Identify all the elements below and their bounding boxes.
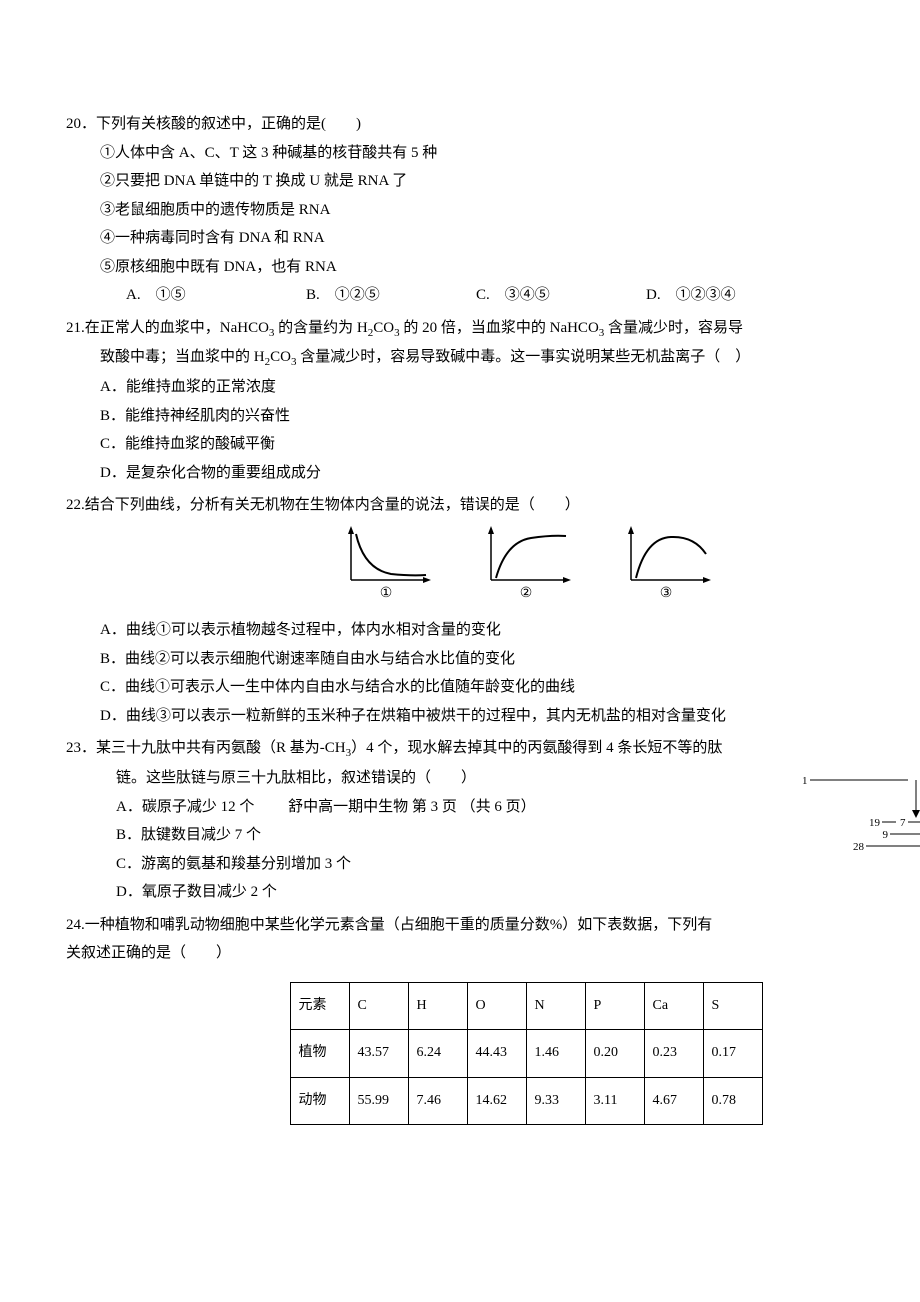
q21-option-a: A．能维持血浆的正常浓度 [100,373,920,402]
q21-option-d: D．是复杂化合物的重要组成成分 [100,459,920,488]
q21-line1: 21.在正常人的血浆中，NaHCO3 的含量约为 H2CO3 的 20 倍，当血… [66,314,920,344]
curve-3-icon: ③ [616,524,716,611]
q20-option-b: B. ①②⑤ [306,281,476,310]
cell: 7.46 [408,1077,467,1125]
q23-l1b: ）4 个，现水解去掉其中的丙氨酸得到 4 条长短不等的肽 [351,740,722,756]
q24-line1: 24.一种植物和哺乳动物细胞中某些化学元素含量（占细胞干重的质量分数%）如下表数… [66,911,920,940]
q21-l1d: 的 20 倍，当血浆中的 NaHCO [400,320,599,336]
q23-option-a: A．碳原子减少 12 个 [116,799,254,815]
cell: 14.62 [467,1077,526,1125]
svg-text:②: ② [520,586,533,600]
row1-label: 植物 [290,1030,349,1078]
q21-line2: 致酸中毒；当血浆中的 H2CO3 含量减少时，容易导致碱中毒。这一事实说明某些无… [66,343,920,373]
question-24: 24.一种植物和哺乳动物细胞中某些化学元素含量（占细胞干重的质量分数%）如下表数… [66,911,920,1126]
q22-stem: 22.结合下列曲线，分析有关无机物在生物体内含量的说法，错误的是（ ） [66,491,920,520]
col-p: P [585,982,644,1030]
q22-option-a: A．曲线①可以表示植物越冬过程中，体内水相对含量的变化 [100,616,920,645]
q20-statement-1: ①人体中含 A、C、T 这 3 种碱基的核苷酸共有 5 种 [66,139,920,168]
col-c: C [349,982,408,1030]
q23-option-c: C．游离的氨基和羧基分别增加 3 个 [66,850,788,879]
table-row-header: 元素 C H O N P Ca S [290,982,762,1030]
cell: 55.99 [349,1077,408,1125]
header-label: 元素 [290,982,349,1030]
q21-l2c: 含量减少时，容易导致碱中毒。这一事实说明某些无机盐离子（ ） [296,349,750,365]
q22-option-c: C．曲线①可表示人一生中体内自由水与结合水的比值随年龄变化的曲线 [100,673,920,702]
element-table: 元素 C H O N P Ca S 植物 43.57 6.24 44.43 1.… [290,982,763,1126]
table-row-plant: 植物 43.57 6.24 44.43 1.46 0.20 0.23 0.17 [290,1030,762,1078]
cell: 3.11 [585,1077,644,1125]
peptide-diagram-icon: 1 39 19 7 26 9 17 28 38 [796,770,920,871]
col-ca: Ca [644,982,703,1030]
page-footer: 舒中高一期中生物 第 3 页 （共 6 页） [288,799,536,815]
q23-option-a-row: A．碳原子减少 12 个 舒中高一期中生物 第 3 页 （共 6 页） [66,793,788,822]
col-n: N [526,982,585,1030]
q23-line1: 23．某三十九肽中共有丙氨酸（R 基为-CH3）4 个，现水解去掉其中的丙氨酸得… [66,734,920,764]
q21-l1b: 的含量约为 H [274,320,367,336]
q21-l2b: CO [270,349,291,365]
question-20: 20．下列有关核酸的叙述中，正确的是( ) ①人体中含 A、C、T 这 3 种碱… [66,110,920,310]
q21-options: A．能维持血浆的正常浓度 B．能维持神经肌肉的兴奋性 C．能维持血浆的酸碱平衡 … [66,373,920,487]
q20-statement-5: ⑤原核细胞中既有 DNA，也有 RNA [66,253,920,282]
cell: 4.67 [644,1077,703,1125]
row2-label: 动物 [290,1077,349,1125]
q21-l2a: 致酸中毒；当血浆中的 H [100,349,265,365]
q21-l1a: 21.在正常人的血浆中，NaHCO [66,320,269,336]
cell: 0.23 [644,1030,703,1078]
svg-text:1: 1 [802,775,808,787]
q20-option-a: A. ①⑤ [126,281,306,310]
svg-text:①: ① [380,586,393,600]
question-23: 23．某三十九肽中共有丙氨酸（R 基为-CH3）4 个，现水解去掉其中的丙氨酸得… [66,734,920,906]
q20-stem: 20．下列有关核酸的叙述中，正确的是( ) [66,110,920,139]
col-o: O [467,982,526,1030]
cell: 43.57 [349,1030,408,1078]
cell: 0.78 [703,1077,762,1125]
q20-statement-2: ②只要把 DNA 单链中的 T 换成 U 就是 RNA 了 [66,167,920,196]
q23-option-d: D．氧原子数目减少 2 个 [66,878,788,907]
q23-l1a: 23．某三十九肽中共有丙氨酸（R 基为-CH [66,740,346,756]
question-22: 22.结合下列曲线，分析有关无机物在生物体内含量的说法，错误的是（ ） ① ② [66,491,920,730]
cell: 0.17 [703,1030,762,1078]
curve-1-icon: ① [336,524,436,611]
q20-options: A. ①⑤ B. ①②⑤ C. ③④⑤ D. ①②③④ [66,281,920,310]
q21-l1e: 含量减少时，容易导 [604,320,743,336]
cell: 6.24 [408,1030,467,1078]
q20-option-c: C. ③④⑤ [476,281,646,310]
q24-line2: 关叙述正确的是（ ） [66,939,920,968]
svg-text:7: 7 [900,817,906,829]
svg-text:③: ③ [659,586,672,600]
question-21: 21.在正常人的血浆中，NaHCO3 的含量约为 H2CO3 的 20 倍，当血… [66,314,920,488]
q22-option-b: B．曲线②可以表示细胞代谢速率随自由水与结合水比值的变化 [100,645,920,674]
q22-option-d: D．曲线③可以表示一粒新鲜的玉米种子在烘箱中被烘干的过程中，其内无机盐的相对含量… [100,702,920,731]
svg-text:9: 9 [883,829,889,841]
cell: 0.20 [585,1030,644,1078]
q23-line2: 链。这些肽链与原三十九肽相比，叙述错误的（ ） [66,764,788,793]
q22-curves: ① ② ③ [66,524,920,611]
q21-option-b: B．能维持神经肌肉的兴奋性 [100,402,920,431]
cell: 9.33 [526,1077,585,1125]
svg-text:28: 28 [853,841,865,853]
q21-option-c: C．能维持血浆的酸碱平衡 [100,430,920,459]
curve-2-icon: ② [476,524,576,611]
cell: 44.43 [467,1030,526,1078]
table-row-animal: 动物 55.99 7.46 14.62 9.33 3.11 4.67 0.78 [290,1077,762,1125]
q21-l1c: CO [373,320,394,336]
q20-option-d: D. ①②③④ [646,281,736,310]
q22-options: A．曲线①可以表示植物越冬过程中，体内水相对含量的变化 B．曲线②可以表示细胞代… [66,616,920,730]
cell: 1.46 [526,1030,585,1078]
q20-statement-3: ③老鼠细胞质中的遗传物质是 RNA [66,196,920,225]
col-s: S [703,982,762,1030]
q20-statement-4: ④一种病毒同时含有 DNA 和 RNA [66,224,920,253]
col-h: H [408,982,467,1030]
svg-text:19: 19 [869,817,881,829]
q23-option-b: B．肽键数目减少 7 个 [66,821,788,850]
